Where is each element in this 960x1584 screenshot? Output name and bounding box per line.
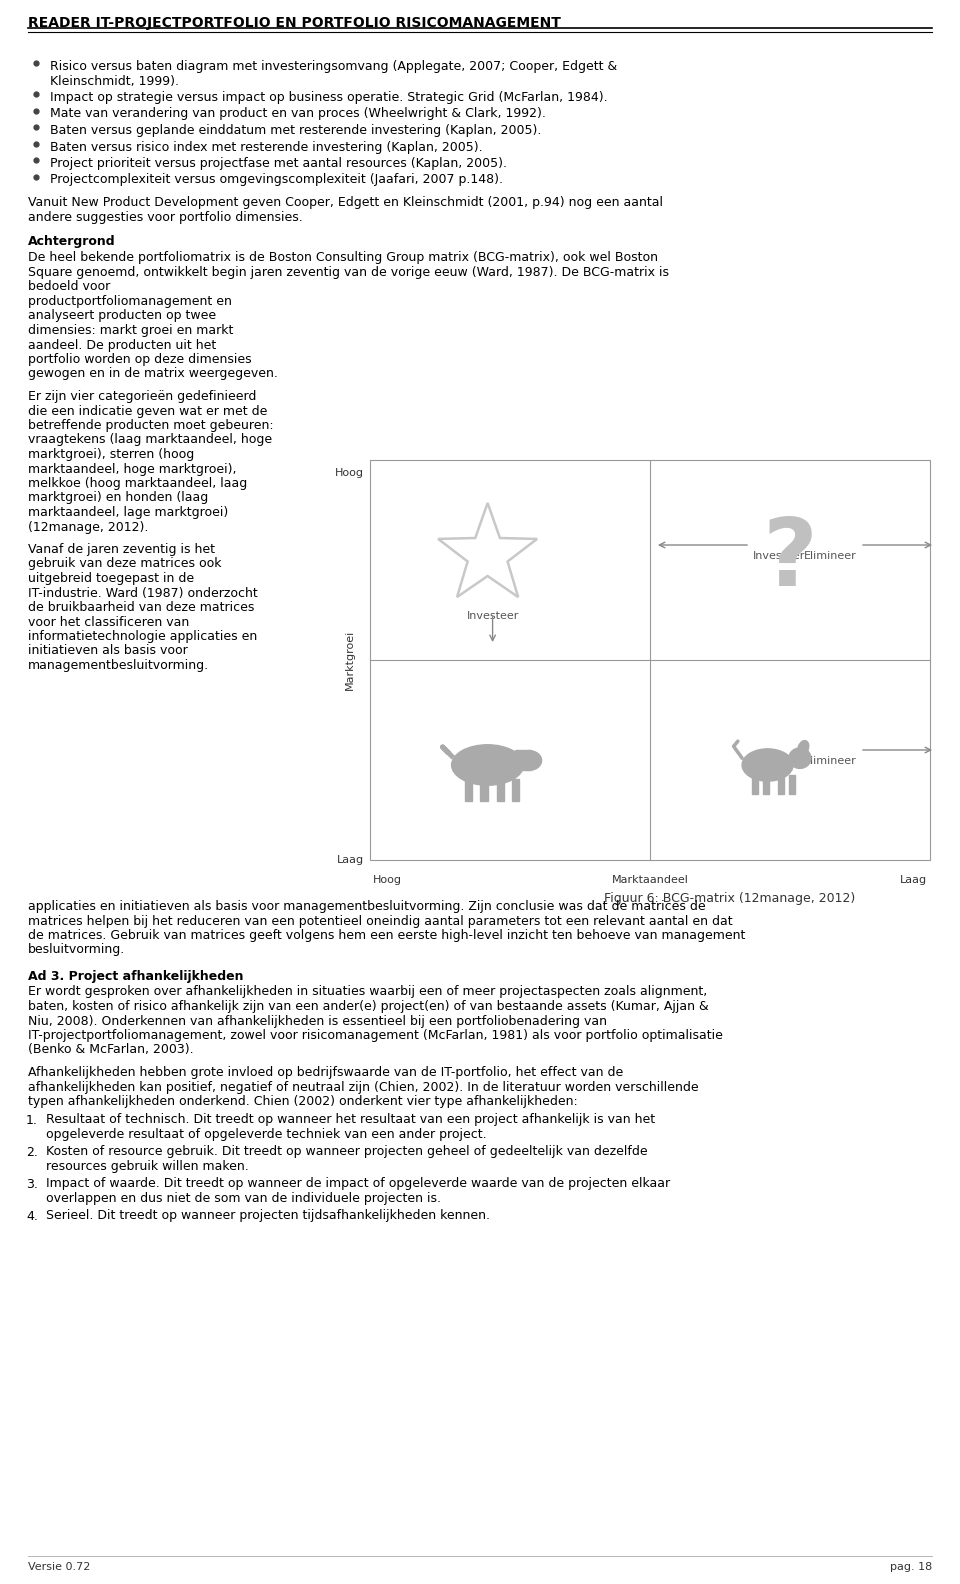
Text: READER IT-PROJECTPORTFOLIO EN PORTFOLIO RISICOMANAGEMENT: READER IT-PROJECTPORTFOLIO EN PORTFOLIO … xyxy=(28,16,561,30)
Text: bedoeld voor: bedoeld voor xyxy=(28,280,110,293)
Bar xyxy=(512,778,519,802)
Text: baten, kosten of risico afhankelijk zijn van een ander(e) project(en) of van bes: baten, kosten of risico afhankelijk zijn… xyxy=(28,1000,708,1014)
Text: dimensies: markt groei en markt: dimensies: markt groei en markt xyxy=(28,325,233,337)
Bar xyxy=(789,775,795,794)
Text: marktaandeel, hoge marktgroei),: marktaandeel, hoge marktgroei), xyxy=(28,463,236,475)
Text: gewogen en in de matrix weergegeven.: gewogen en in de matrix weergegeven. xyxy=(28,367,277,380)
Bar xyxy=(763,775,769,794)
Text: opgeleverde resultaat of opgeleverde techniek van een ander project.: opgeleverde resultaat of opgeleverde tec… xyxy=(46,1128,487,1140)
Text: Marktaandeel: Marktaandeel xyxy=(612,874,688,885)
Text: Baten versus geplande einddatum met resterende investering (Kaplan, 2005).: Baten versus geplande einddatum met rest… xyxy=(50,124,541,136)
Bar xyxy=(496,778,504,802)
Text: Vanuit New Product Development geven Cooper, Edgett en Kleinschmidt (2001, p.94): Vanuit New Product Development geven Coo… xyxy=(28,196,663,209)
Ellipse shape xyxy=(451,744,523,786)
Text: matrices helpen bij het reduceren van een potentieel oneindig aantal parameters : matrices helpen bij het reduceren van ee… xyxy=(28,914,732,928)
Text: besluitvorming.: besluitvorming. xyxy=(28,944,125,957)
Text: 2.: 2. xyxy=(26,1145,38,1158)
Text: Investeer: Investeer xyxy=(467,611,518,621)
Text: Kosten of resource gebruik. Dit treedt op wanneer projecten geheel of gedeelteli: Kosten of resource gebruik. Dit treedt o… xyxy=(46,1145,648,1158)
Text: Impact of waarde. Dit treedt op wanneer de impact of opgeleverde waarde van de p: Impact of waarde. Dit treedt op wanneer … xyxy=(46,1177,670,1191)
Text: marktaandeel, lage marktgroei): marktaandeel, lage marktgroei) xyxy=(28,505,228,520)
Text: Elimineer: Elimineer xyxy=(804,551,857,561)
Bar xyxy=(778,775,783,794)
Text: Serieel. Dit treedt op wanneer projecten tijdsafhankelijkheden kennen.: Serieel. Dit treedt op wanneer projecten… xyxy=(46,1210,490,1223)
Text: Mate van verandering van product en van proces (Wheelwright & Clark, 1992).: Mate van verandering van product en van … xyxy=(50,108,546,120)
Ellipse shape xyxy=(742,749,793,781)
Text: Laag: Laag xyxy=(337,855,364,865)
Text: Hoog: Hoog xyxy=(373,874,402,885)
Text: analyseert producten op twee: analyseert producten op twee xyxy=(28,309,216,323)
Text: Baten versus risico index met resterende investering (Kaplan, 2005).: Baten versus risico index met resterende… xyxy=(50,141,483,154)
Text: Figuur 6: BCG-matrix (12manage, 2012): Figuur 6: BCG-matrix (12manage, 2012) xyxy=(605,892,855,904)
Text: informatietechnologie applicaties en: informatietechnologie applicaties en xyxy=(28,630,257,643)
Text: managementbesluitvorming.: managementbesluitvorming. xyxy=(28,659,209,672)
Text: resources gebruik willen maken.: resources gebruik willen maken. xyxy=(46,1159,249,1174)
Text: De heel bekende portfoliomatrix is de Boston Consulting Group matrix (BCG-matrix: De heel bekende portfoliomatrix is de Bo… xyxy=(28,252,658,265)
Text: die een indicatie geven wat er met de: die een indicatie geven wat er met de xyxy=(28,404,268,418)
Bar xyxy=(480,778,488,802)
Text: productportfoliomanagement en: productportfoliomanagement en xyxy=(28,295,232,307)
Text: portfolio worden op deze dimensies: portfolio worden op deze dimensies xyxy=(28,353,252,366)
Text: pag. 18: pag. 18 xyxy=(890,1562,932,1571)
Text: Afhankelijkheden hebben grote invloed op bedrijfswaarde van de IT-portfolio, het: Afhankelijkheden hebben grote invloed op… xyxy=(28,1066,623,1079)
Text: (Benko & McFarlan, 2003).: (Benko & McFarlan, 2003). xyxy=(28,1044,194,1057)
Text: Square genoemd, ontwikkelt begin jaren zeventig van de vorige eeuw (Ward, 1987).: Square genoemd, ontwikkelt begin jaren z… xyxy=(28,266,669,279)
FancyBboxPatch shape xyxy=(516,751,532,770)
Text: de matrices. Gebruik van matrices geeft volgens hem een eerste high-level inzich: de matrices. Gebruik van matrices geeft … xyxy=(28,928,745,942)
Text: gebruik van deze matrices ook: gebruik van deze matrices ook xyxy=(28,558,222,570)
Text: Versie 0.72: Versie 0.72 xyxy=(28,1562,90,1571)
Text: Niu, 2008). Onderkennen van afhankelijkheden is essentieel bij een portfoliobena: Niu, 2008). Onderkennen van afhankelijkh… xyxy=(28,1014,607,1028)
Text: 4.: 4. xyxy=(26,1210,38,1223)
Text: Elimineer: Elimineer xyxy=(804,756,857,767)
Text: Laag: Laag xyxy=(900,874,927,885)
Text: initiatieven als basis voor: initiatieven als basis voor xyxy=(28,645,188,657)
Text: 3.: 3. xyxy=(26,1177,38,1191)
Bar xyxy=(753,775,758,794)
Text: Project prioriteit versus projectfase met aantal resources (Kaplan, 2005).: Project prioriteit versus projectfase me… xyxy=(50,157,507,169)
Text: Impact op strategie versus impact op business operatie. Strategic Grid (McFarlan: Impact op strategie versus impact op bus… xyxy=(50,90,608,105)
Ellipse shape xyxy=(516,751,541,770)
Text: de bruikbaarheid van deze matrices: de bruikbaarheid van deze matrices xyxy=(28,600,254,615)
Text: Er wordt gesproken over afhankelijkheden in situaties waarbij een of meer projec: Er wordt gesproken over afhankelijkheden… xyxy=(28,985,708,998)
Text: ?: ? xyxy=(762,513,817,607)
Text: marktgroei), sterren (hoog: marktgroei), sterren (hoog xyxy=(28,448,194,461)
Text: andere suggesties voor portfolio dimensies.: andere suggesties voor portfolio dimensi… xyxy=(28,211,302,223)
Text: IT-projectportfoliomanagement, zowel voor risicomanagement (McFarlan, 1981) als : IT-projectportfoliomanagement, zowel voo… xyxy=(28,1030,723,1042)
Text: Risico versus baten diagram met investeringsomvang (Applegate, 2007; Cooper, Edg: Risico versus baten diagram met invester… xyxy=(50,60,617,73)
Text: applicaties en initiatieven als basis voor managementbesluitvorming. Zijn conclu: applicaties en initiatieven als basis vo… xyxy=(28,900,706,912)
Bar xyxy=(370,459,930,860)
Text: overlappen en dus niet de som van de individuele projecten is.: overlappen en dus niet de som van de ind… xyxy=(46,1193,441,1205)
Text: marktgroei) en honden (laag: marktgroei) en honden (laag xyxy=(28,491,208,504)
Text: Vanaf de jaren zeventig is het: Vanaf de jaren zeventig is het xyxy=(28,543,215,556)
Text: Kleinschmidt, 1999).: Kleinschmidt, 1999). xyxy=(50,74,179,87)
Text: betreffende producten moet gebeuren:: betreffende producten moet gebeuren: xyxy=(28,420,274,432)
Text: 1.: 1. xyxy=(26,1114,38,1126)
Text: Achtergrond: Achtergrond xyxy=(28,234,115,249)
Text: vraagtekens (laag marktaandeel, hoge: vraagtekens (laag marktaandeel, hoge xyxy=(28,434,272,447)
Text: (12manage, 2012).: (12manage, 2012). xyxy=(28,521,149,534)
Text: IT-industrie. Ward (1987) onderzocht: IT-industrie. Ward (1987) onderzocht xyxy=(28,586,257,599)
Text: typen afhankelijkheden onderkend. Chien (2002) onderkent vier type afhankelijkhe: typen afhankelijkheden onderkend. Chien … xyxy=(28,1095,578,1107)
Text: Er zijn vier categorieën gedefinieerd: Er zijn vier categorieën gedefinieerd xyxy=(28,390,256,402)
Text: voor het classificeren van: voor het classificeren van xyxy=(28,616,189,629)
Text: uitgebreid toegepast in de: uitgebreid toegepast in de xyxy=(28,572,194,584)
Ellipse shape xyxy=(789,748,811,768)
Text: afhankelijkheden kan positief, negatief of neutraal zijn (Chien, 2002). In de li: afhankelijkheden kan positief, negatief … xyxy=(28,1080,699,1093)
Text: Projectcomplexiteit versus omgevingscomplexiteit (Jaafari, 2007 p.148).: Projectcomplexiteit versus omgevingscomp… xyxy=(50,174,503,187)
Text: Resultaat of technisch. Dit treedt op wanneer het resultaat van een project afha: Resultaat of technisch. Dit treedt op wa… xyxy=(46,1114,655,1126)
Text: melkkoe (hoog marktaandeel, laag: melkkoe (hoog marktaandeel, laag xyxy=(28,477,248,489)
Bar xyxy=(465,778,472,802)
Ellipse shape xyxy=(798,741,808,756)
Text: Ad 3. Project afhankelijkheden: Ad 3. Project afhankelijkheden xyxy=(28,969,244,984)
Text: Marktgroei: Marktgroei xyxy=(345,630,355,691)
Text: aandeel. De producten uit het: aandeel. De producten uit het xyxy=(28,339,216,352)
Text: Hoog: Hoog xyxy=(335,467,364,478)
Text: Investeer: Investeer xyxy=(753,551,805,561)
